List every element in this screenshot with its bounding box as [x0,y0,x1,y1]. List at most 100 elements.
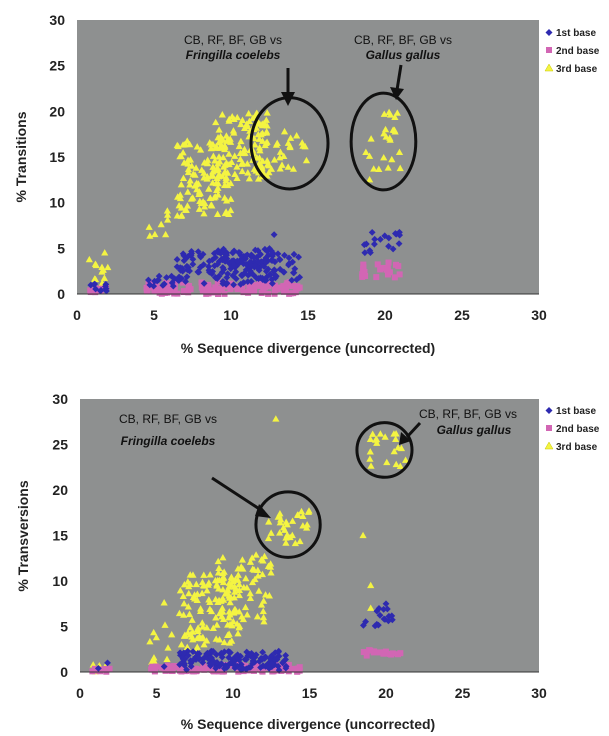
point-1st-base [169,282,177,290]
point-3rd-base [186,624,195,631]
point-3rd-base [366,455,374,462]
point-1st-base [215,272,223,280]
point-3rd-base [214,191,222,198]
point-1st-base [262,267,270,275]
point-3rd-base [218,172,226,179]
point-2nd-base [245,289,252,296]
point-3rd-base [193,596,201,603]
point-3rd-base [235,586,244,593]
y-tick-label: 30 [52,391,68,407]
point-3rd-base [280,127,289,135]
point-3rd-base [234,565,242,572]
point-1st-base [214,260,221,268]
legend-label-2nd: 2nd base [556,424,600,435]
point-1st-base [273,656,281,663]
point-1st-base [189,657,197,664]
point-3rd-base [226,639,234,646]
point-2nd-base [258,289,265,296]
point-1st-base [183,253,191,261]
point-1st-base [210,249,218,257]
point-3rd-base [168,630,176,638]
point-3rd-base [151,230,159,238]
point-1st-base [371,235,379,243]
point-3rd-base [213,210,222,217]
point-3rd-base [257,130,265,138]
point-1st-base [151,277,158,285]
x-tick-label: 5 [153,685,161,701]
point-3rd-base [261,591,270,598]
point-3rd-base [204,581,212,588]
point-3rd-base [238,556,247,563]
point-3rd-base [282,518,290,525]
point-3rd-base [381,433,389,440]
legend: 1st base 2nd base 3rd base [544,28,600,75]
point-3rd-base [219,615,228,623]
point-2nd-base [188,667,195,674]
point-2nd-base [385,259,392,266]
point-1st-base [376,235,384,243]
x-tick-label: 20 [377,307,393,323]
point-3rd-base [267,569,275,576]
point-1st-base [285,254,293,262]
point-3rd-base [195,188,203,195]
point-3rd-base [255,154,264,161]
point-1st-base [371,240,378,248]
point-3rd-base [214,557,222,565]
point-3rd-base [253,612,262,620]
point-1st-base [205,257,213,265]
y-tick-label: 20 [49,103,65,119]
highlight-ellipse [355,421,414,479]
y-tick-label: 0 [60,664,68,680]
point-3rd-base [198,589,206,597]
annotation-line2: Fringilla coelebs [186,48,281,62]
point-3rd-base [242,574,250,582]
point-3rd-base [146,637,154,645]
point-3rd-base [180,611,188,618]
point-3rd-base [180,581,189,588]
point-1st-base [376,611,384,619]
legend-diamond-icon [545,29,553,36]
annotation-gallus: CB, RF, BF, GB vs Gallus gallus [399,407,517,445]
highlight-ellipse [349,91,418,192]
point-3rd-base [270,156,279,163]
point-1st-base [367,249,374,256]
point-3rd-base [245,117,254,124]
point-2nd-base [198,279,205,286]
point-2nd-base [378,265,385,272]
arrowhead-icon [281,92,295,106]
point-3rd-base [186,140,194,148]
point-1st-base [208,654,216,662]
point-3rd-base [162,230,170,238]
point-3rd-base [255,144,264,151]
point-1st-base [197,253,205,261]
point-1st-base [196,263,204,271]
point-2nd-base [106,665,113,672]
point-3rd-base [235,591,243,599]
point-1st-base [155,276,162,284]
point-3rd-base [92,261,100,269]
point-3rd-base [276,529,284,536]
point-1st-base [155,272,163,280]
point-3rd-base [276,148,285,155]
point-2nd-base [381,649,388,656]
point-1st-base [383,605,391,613]
point-2nd-base [271,286,278,293]
point-3rd-base [209,163,217,170]
point-3rd-base [248,578,257,586]
point-1st-base [104,659,111,667]
point-2nd-base [185,289,192,296]
point-1st-base [259,648,267,656]
point-3rd-base [182,206,190,213]
point-3rd-base [235,623,243,631]
point-3rd-base [258,164,266,172]
point-3rd-base [305,507,313,514]
point-2nd-base [287,282,294,289]
point-1st-base [249,659,257,667]
point-1st-base [295,253,303,261]
point-3rd-base [241,603,250,611]
point-3rd-base [184,603,192,610]
point-1st-base [236,249,244,257]
point-3rd-base [216,608,224,615]
point-3rd-base [397,444,406,452]
point-2nd-base [272,666,279,673]
